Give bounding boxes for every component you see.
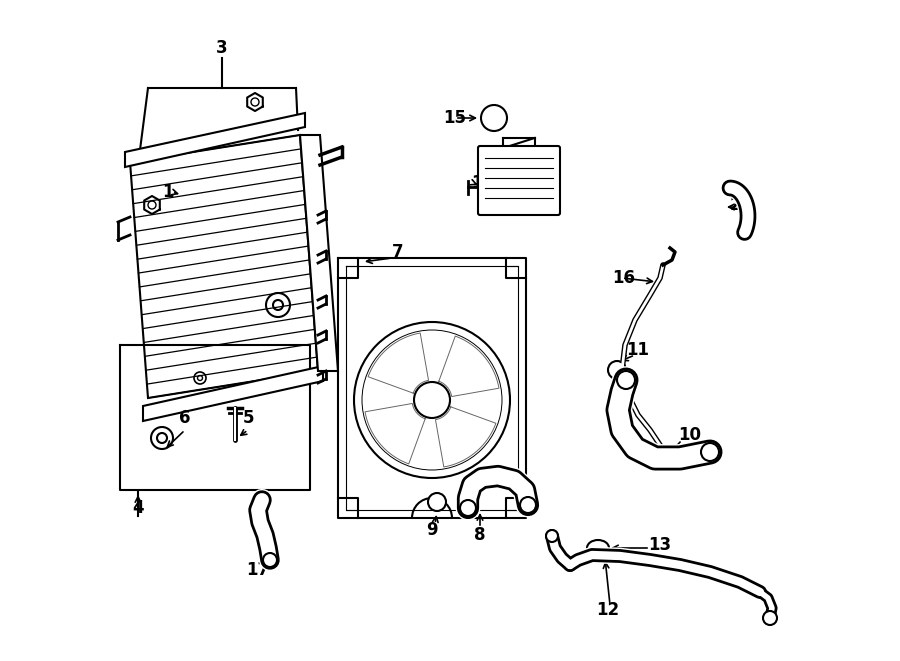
Text: 5: 5 [242, 409, 254, 427]
Circle shape [354, 322, 510, 478]
Circle shape [194, 372, 206, 384]
FancyBboxPatch shape [478, 146, 560, 215]
Circle shape [414, 382, 450, 418]
Text: 7: 7 [392, 243, 404, 261]
Text: 13: 13 [648, 536, 671, 554]
Circle shape [763, 611, 777, 625]
Circle shape [701, 443, 719, 461]
Circle shape [520, 497, 536, 513]
Polygon shape [143, 366, 323, 421]
Text: 11: 11 [626, 341, 650, 359]
Circle shape [608, 361, 626, 379]
Text: 15: 15 [444, 109, 466, 127]
Ellipse shape [587, 540, 609, 556]
Text: 1: 1 [162, 183, 174, 201]
Text: 14: 14 [472, 174, 495, 192]
Text: 12: 12 [597, 601, 619, 619]
Text: 9: 9 [427, 521, 437, 539]
Circle shape [617, 371, 635, 389]
Text: 6: 6 [179, 409, 191, 427]
Circle shape [428, 493, 446, 511]
Text: 10: 10 [679, 426, 701, 444]
Circle shape [460, 500, 476, 516]
Circle shape [266, 293, 290, 317]
Text: 16: 16 [613, 269, 635, 287]
Text: 8: 8 [474, 526, 486, 544]
Circle shape [481, 105, 507, 131]
Circle shape [546, 530, 558, 542]
Text: 2: 2 [729, 196, 741, 214]
Text: 17: 17 [247, 561, 270, 579]
Polygon shape [300, 135, 338, 371]
Circle shape [263, 553, 277, 567]
Text: 4: 4 [132, 499, 144, 517]
Text: 3: 3 [216, 39, 228, 57]
Polygon shape [125, 113, 305, 167]
Circle shape [151, 427, 173, 449]
